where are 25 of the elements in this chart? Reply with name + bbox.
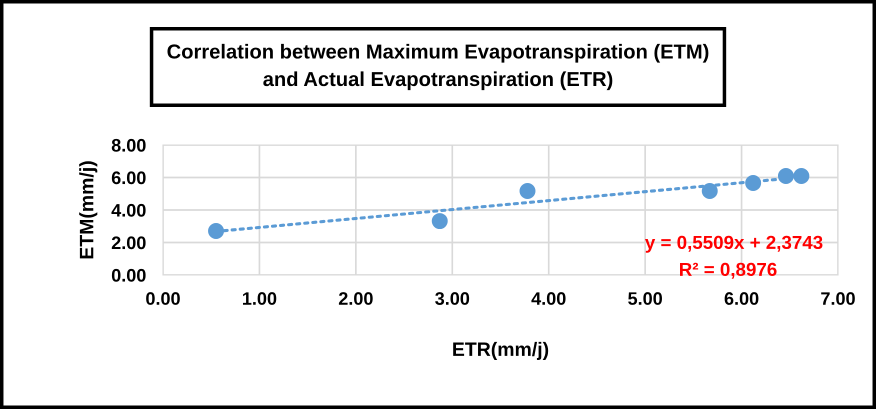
x-tick-label: 5.00	[628, 292, 662, 305]
point	[520, 183, 536, 199]
x-tick-label: 6.00	[724, 292, 758, 305]
point	[745, 175, 762, 192]
point	[208, 222, 224, 239]
y-tick-label: 6.00	[112, 171, 146, 184]
annotation: y = 0,5509x + 2,3743	[645, 236, 822, 253]
y-tick-label: 4.00	[111, 204, 146, 217]
point	[793, 168, 810, 184]
y-axis-title: ETM(mm/j)	[79, 161, 98, 258]
x-tick-label: 2.00	[338, 292, 373, 305]
chart-title: Correlation between Maximum Evapotranspiration (ETM) and Actual Evapotranspiration (ETR)	[167, 44, 708, 90]
y-tick-label: 8.00	[112, 138, 146, 152]
x-tick-label: 3.00	[435, 292, 470, 305]
y-tick-label: 0.00	[112, 268, 146, 282]
x-tick-label: 0.00	[146, 292, 180, 305]
x-tick-label: 4.00	[531, 292, 566, 305]
x-tick-label: 1.00	[242, 292, 276, 305]
annotation: R² = 0,8976	[680, 262, 777, 279]
x-axis-title: ETR(mm/j)	[453, 342, 548, 360]
point	[778, 168, 794, 184]
y-tick-label: 2.00	[112, 236, 146, 250]
point	[702, 183, 718, 199]
x-tick-label: 7.00	[821, 292, 855, 305]
point	[432, 213, 448, 230]
